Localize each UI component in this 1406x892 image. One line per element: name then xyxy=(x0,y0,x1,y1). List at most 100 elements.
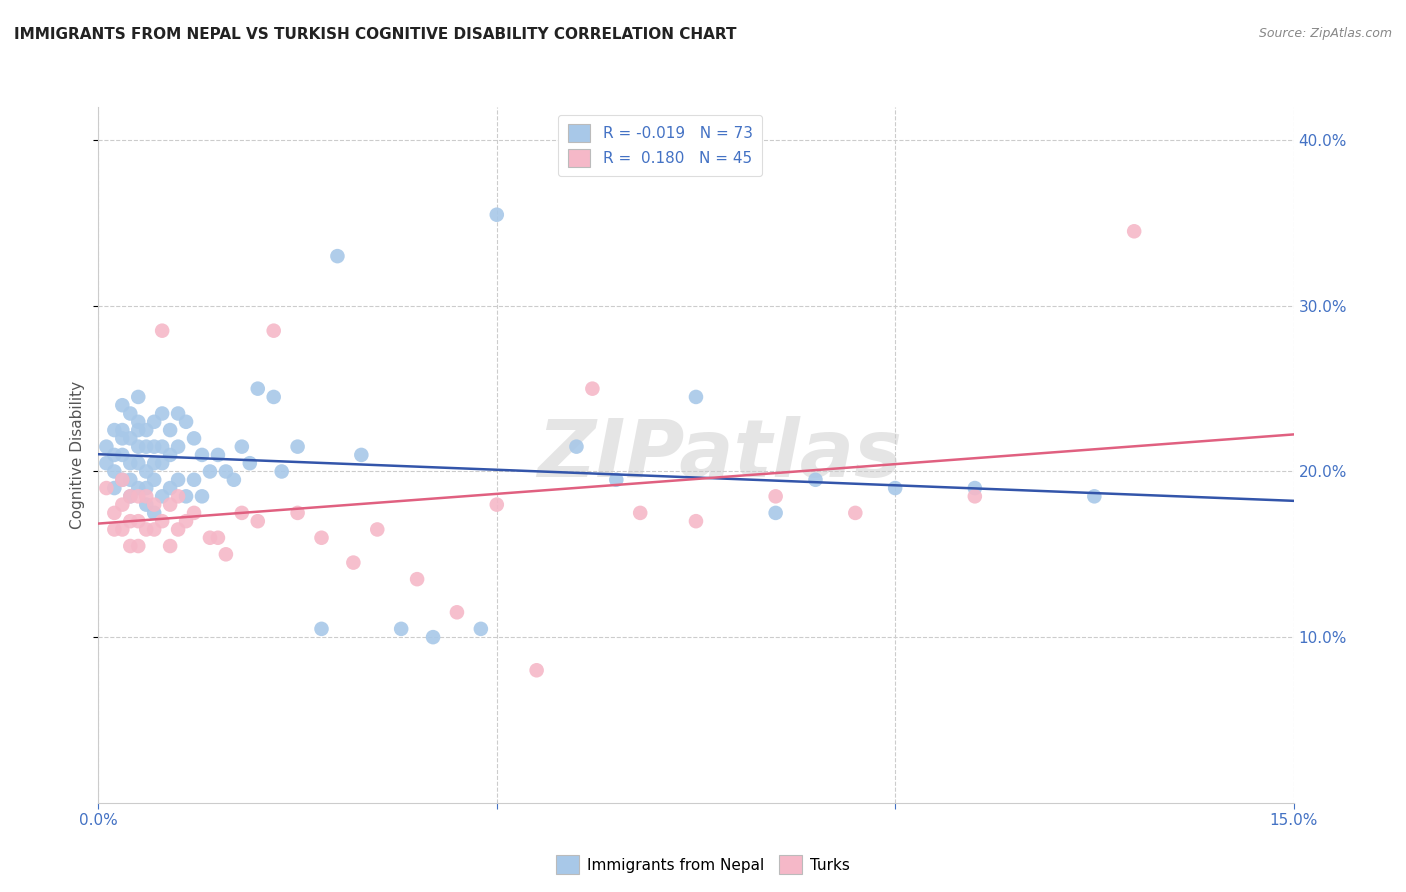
Point xyxy=(844,506,866,520)
Point xyxy=(111,448,134,462)
Point xyxy=(765,489,787,503)
Point xyxy=(103,523,125,537)
Point xyxy=(167,473,190,487)
Point xyxy=(470,622,492,636)
Point xyxy=(127,489,149,503)
Point xyxy=(605,473,627,487)
Point xyxy=(191,448,214,462)
Point xyxy=(135,498,157,512)
Point xyxy=(167,407,190,421)
Point xyxy=(120,489,142,503)
Point xyxy=(198,531,221,545)
Point xyxy=(103,506,125,520)
Point xyxy=(135,523,157,537)
Point xyxy=(581,382,603,396)
Text: ZIPatlas: ZIPatlas xyxy=(537,416,903,494)
Point xyxy=(183,473,205,487)
Point xyxy=(342,556,364,570)
Point xyxy=(135,481,157,495)
Point xyxy=(263,390,285,404)
Point xyxy=(287,440,309,454)
Point xyxy=(135,423,157,437)
Point xyxy=(804,473,827,487)
Point xyxy=(135,465,157,479)
Point xyxy=(120,539,142,553)
Point xyxy=(127,390,149,404)
Point xyxy=(143,498,166,512)
Point xyxy=(159,448,181,462)
Point xyxy=(239,456,262,470)
Point xyxy=(311,531,333,545)
Point xyxy=(1083,489,1105,503)
Point xyxy=(963,489,986,503)
Point xyxy=(565,440,588,454)
Point xyxy=(287,506,309,520)
Point xyxy=(215,465,238,479)
Point xyxy=(270,465,292,479)
Point xyxy=(135,489,157,503)
Point xyxy=(167,440,190,454)
Point xyxy=(135,440,157,454)
Point xyxy=(963,481,986,495)
Point xyxy=(150,440,173,454)
Point xyxy=(150,456,173,470)
Y-axis label: Cognitive Disability: Cognitive Disability xyxy=(70,381,86,529)
Point xyxy=(159,481,181,495)
Point xyxy=(96,440,118,454)
Point xyxy=(111,523,134,537)
Point xyxy=(111,431,134,445)
Legend: Immigrants from Nepal, Turks: Immigrants from Nepal, Turks xyxy=(550,849,856,880)
Point xyxy=(96,456,118,470)
Point xyxy=(103,448,125,462)
Point xyxy=(311,622,333,636)
Point xyxy=(150,407,173,421)
Point xyxy=(207,448,229,462)
Point xyxy=(111,423,134,437)
Point xyxy=(389,622,412,636)
Point xyxy=(1123,224,1146,238)
Point xyxy=(246,514,269,528)
Point xyxy=(103,423,125,437)
Point xyxy=(884,481,907,495)
Point xyxy=(198,465,221,479)
Point xyxy=(159,498,181,512)
Point xyxy=(406,572,429,586)
Point xyxy=(127,539,149,553)
Point xyxy=(183,431,205,445)
Point xyxy=(263,324,285,338)
Point xyxy=(183,506,205,520)
Point xyxy=(159,423,181,437)
Point xyxy=(127,481,149,495)
Point xyxy=(143,506,166,520)
Point xyxy=(526,663,548,677)
Point xyxy=(127,423,149,437)
Point xyxy=(120,473,142,487)
Point xyxy=(207,531,229,545)
Point xyxy=(366,523,388,537)
Point xyxy=(174,489,197,503)
Point xyxy=(685,390,707,404)
Point xyxy=(174,415,197,429)
Point xyxy=(127,514,149,528)
Point xyxy=(446,605,468,619)
Point xyxy=(628,506,651,520)
Point xyxy=(326,249,349,263)
Point xyxy=(143,440,166,454)
Point xyxy=(111,498,134,512)
Point xyxy=(191,489,214,503)
Point xyxy=(150,489,173,503)
Point xyxy=(120,514,142,528)
Point xyxy=(685,514,707,528)
Point xyxy=(120,456,142,470)
Point xyxy=(103,481,125,495)
Point xyxy=(231,506,253,520)
Point xyxy=(143,456,166,470)
Point xyxy=(120,489,142,503)
Point xyxy=(143,523,166,537)
Point xyxy=(159,539,181,553)
Point xyxy=(150,514,173,528)
Point xyxy=(111,398,134,412)
Point xyxy=(222,473,245,487)
Point xyxy=(127,456,149,470)
Text: IMMIGRANTS FROM NEPAL VS TURKISH COGNITIVE DISABILITY CORRELATION CHART: IMMIGRANTS FROM NEPAL VS TURKISH COGNITI… xyxy=(14,27,737,42)
